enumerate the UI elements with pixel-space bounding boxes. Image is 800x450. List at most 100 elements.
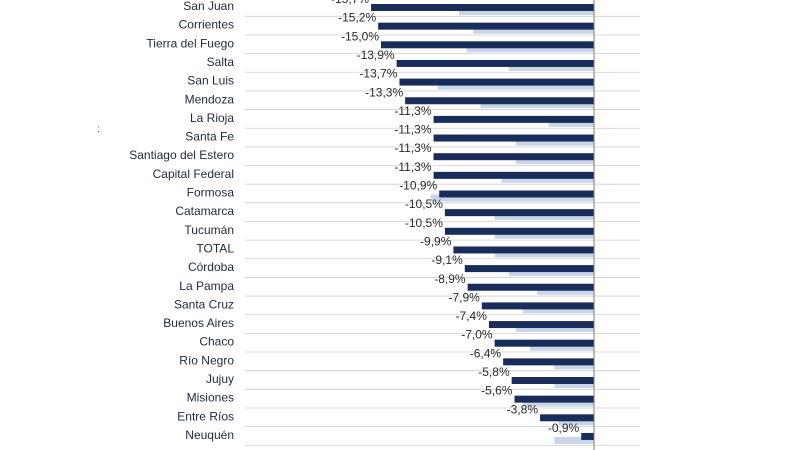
category-label: Neuquén <box>185 428 234 442</box>
value-label: -5,8% <box>478 365 510 379</box>
dark-bar <box>464 265 594 273</box>
value-label: -13,7% <box>359 67 397 81</box>
category-label: Córdoba <box>188 260 234 274</box>
category-label: La Rioja <box>190 111 234 125</box>
value-label: -10,5% <box>405 216 443 230</box>
dark-bar <box>371 4 594 11</box>
light-bar <box>530 343 594 351</box>
value-label: -6,4% <box>470 346 502 360</box>
value-label: -15,0% <box>341 29 379 43</box>
category-label: Mendoza <box>185 92 235 106</box>
light-bar <box>437 82 594 90</box>
dark-bar <box>503 358 594 366</box>
category-label: Salta <box>207 55 235 69</box>
dark-bar <box>481 302 594 310</box>
category-label: TOTAL <box>196 241 234 255</box>
light-bar <box>501 175 594 183</box>
dark-bar <box>444 209 594 217</box>
light-bar <box>554 436 594 444</box>
value-label: -9,9% <box>420 234 452 248</box>
value-label: -7,9% <box>448 290 480 304</box>
light-bar <box>494 250 594 258</box>
value-label: -7,0% <box>461 328 493 342</box>
light-bar <box>554 381 594 388</box>
dark-bar <box>405 97 594 105</box>
light-bar <box>537 287 594 295</box>
dark-bar <box>433 115 594 123</box>
light-bar <box>523 306 594 314</box>
value-label: -15,7% <box>331 0 369 6</box>
value-label: -11,3% <box>394 123 431 137</box>
value-label: -13,9% <box>357 48 395 62</box>
light-bar <box>494 231 594 239</box>
dark-bar <box>514 395 594 403</box>
value-label: -13,3% <box>365 85 403 99</box>
value-label: -10,9% <box>399 179 437 193</box>
value-label: -11,3% <box>394 104 431 118</box>
value-label: -8,9% <box>434 272 466 286</box>
dark-bar <box>540 414 594 422</box>
light-bar <box>508 269 594 277</box>
dark-bar <box>433 153 594 161</box>
light-series-bars <box>430 8 594 444</box>
dark-bar <box>467 283 594 291</box>
dark-bar <box>439 190 594 198</box>
gridlines <box>245 15 640 446</box>
value-label: -15,2% <box>338 11 376 25</box>
category-label: Río Negro <box>179 353 234 367</box>
dark-bar <box>433 171 594 179</box>
light-bar <box>554 362 594 370</box>
category-label: Misiones <box>187 391 234 405</box>
dark-bar <box>488 321 594 329</box>
light-bar <box>459 8 594 15</box>
light-bar <box>473 26 594 34</box>
light-bar <box>508 63 594 71</box>
light-bar <box>515 138 594 146</box>
light-bar <box>558 418 594 426</box>
value-label: -7,4% <box>456 309 488 323</box>
dark-bar <box>581 432 594 440</box>
light-bar <box>515 157 594 165</box>
dark-bar <box>381 41 594 49</box>
light-bar <box>515 325 594 333</box>
value-label: -0,9% <box>548 421 580 435</box>
dark-bar <box>396 59 594 67</box>
dark-bar <box>378 22 594 30</box>
category-label: Corrientes <box>179 18 234 32</box>
value-labels: -15,7% -15,2% -15,0% -13,9% -13,7% -13,3% -11,… <box>331 0 580 435</box>
category-label: Santa Fe <box>185 130 234 144</box>
dark-bar <box>453 246 594 254</box>
light-bar <box>523 399 594 407</box>
category-label: San Juan <box>183 0 234 13</box>
category-label: Catamarca <box>175 204 234 218</box>
category-label: Tierra del Fuego <box>146 36 234 50</box>
category-label: La Pampa <box>179 279 234 293</box>
light-bar <box>430 194 594 202</box>
category-labels: San Juan Corrientes Tierra del Fuego Salta S… <box>129 0 234 442</box>
category-label: Santa Cruz <box>174 297 234 311</box>
dark-bar <box>399 78 594 86</box>
light-bar <box>480 101 594 109</box>
value-label: -10,5% <box>405 197 443 211</box>
light-bar <box>548 119 594 127</box>
value-label: -11,3% <box>394 160 431 174</box>
dark-bar <box>511 377 594 384</box>
value-label: -3,8% <box>507 402 539 416</box>
dark-bar <box>444 227 594 235</box>
category-label: Tucumán <box>184 223 234 237</box>
category-label: Chaco <box>199 335 234 349</box>
dark-bar <box>494 339 594 347</box>
light-bar <box>466 45 594 53</box>
light-bar <box>494 213 594 221</box>
stray-mark: : <box>97 124 100 135</box>
value-label: -5,6% <box>481 384 513 398</box>
category-label: Entre Ríos <box>177 409 234 423</box>
dark-series-bars <box>371 4 594 440</box>
dark-bar <box>433 134 594 142</box>
category-label: Formosa <box>187 186 235 200</box>
value-label: -9,1% <box>431 253 463 267</box>
category-label: Jujuy <box>206 372 234 386</box>
category-label: Santiago del Estero <box>129 148 234 162</box>
category-label: Capital Federal <box>153 167 234 181</box>
